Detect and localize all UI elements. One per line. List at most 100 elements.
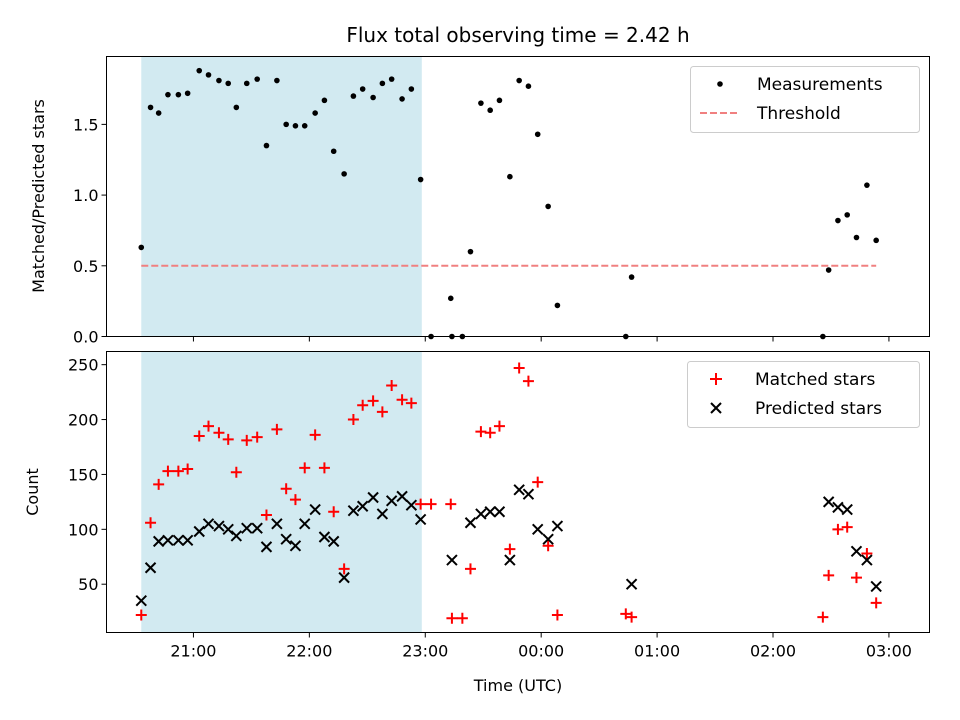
legend-marker-measurements <box>717 81 723 87</box>
predicted-stars-point <box>396 490 408 503</box>
matched-stars-point <box>289 494 301 506</box>
matched-stars-point <box>280 483 292 495</box>
matched-stars-point <box>870 597 882 609</box>
measurements-point <box>359 86 366 92</box>
matched-stars-point <box>626 611 638 623</box>
matched-stars-point <box>841 521 853 533</box>
measurements-point <box>408 86 415 92</box>
matched-stars-point <box>493 420 505 432</box>
matched-stars-point <box>484 427 496 439</box>
predicted-stars-point <box>832 501 844 514</box>
matched-stars-point <box>299 462 311 474</box>
matched-stars-point <box>513 362 525 374</box>
measurements-point <box>478 100 484 106</box>
top-panel: 0.0 0.5 1.0 1.5 Matched/Predicted stars Mea… <box>29 56 930 347</box>
measurements-point <box>844 212 850 218</box>
predicted-stars-point <box>356 500 369 512</box>
bottom-legend-box <box>687 361 920 428</box>
measurements-point <box>274 77 280 84</box>
matched-stars-point <box>213 427 225 439</box>
measurements-point <box>399 96 405 102</box>
measurements-point <box>263 142 270 149</box>
bottom-x-tick-label: 03:00 <box>866 642 912 661</box>
bottom-y-axis-label: Count <box>23 468 42 516</box>
measurements-point <box>417 176 424 183</box>
measurements-point <box>379 80 386 87</box>
measurements-point <box>525 83 532 89</box>
matched-stars-point <box>222 433 234 445</box>
matched-stars-point <box>271 423 283 435</box>
predicted-stars-point <box>280 533 292 545</box>
legend-label-predicted: Predicted stars <box>755 399 882 419</box>
matched-stars-point <box>162 465 174 477</box>
bottom-x-tick-label: 23:00 <box>402 642 448 661</box>
measurements-point <box>864 182 870 188</box>
matched-stars-point <box>145 517 157 529</box>
x-axis-label: Time (UTC) <box>473 676 562 695</box>
top-y-axis-label: Matched/Predicted stars <box>29 99 48 293</box>
matched-stars-point <box>817 611 829 623</box>
bottom-y-tick-label: 250 <box>68 356 99 375</box>
legend-label-measurements: Measurements <box>757 75 883 95</box>
matched-stars-point <box>347 414 359 426</box>
matched-stars-point <box>241 434 253 446</box>
predicted-stars-point <box>870 580 882 593</box>
predicted-stars-point <box>464 517 477 529</box>
predicted-stars-point <box>144 562 157 574</box>
measurements-point <box>853 234 860 241</box>
matched-stars-point <box>203 420 215 432</box>
predicted-stars-point <box>522 488 535 500</box>
measurements-point <box>554 302 561 309</box>
predicted-stars-point <box>202 518 215 530</box>
measurements-point <box>155 110 162 116</box>
matched-stars-point <box>620 608 632 620</box>
matched-stars-point <box>832 523 844 535</box>
matched-stars-point <box>230 466 242 478</box>
measurements-point <box>370 94 376 101</box>
measurements-point <box>175 91 182 98</box>
measurements-point <box>350 93 357 99</box>
measurements-point <box>330 148 337 155</box>
predicted-stars-point <box>841 503 853 516</box>
top-shaded-span <box>141 56 422 337</box>
measurements-point <box>283 121 289 128</box>
predicted-stars-point <box>271 518 283 530</box>
matched-stars-point <box>153 478 165 490</box>
matched-stars-point <box>182 463 194 475</box>
predicted-stars-point <box>222 523 234 536</box>
measurements-point <box>165 91 171 98</box>
bottom-legend: Matched stars Predicted stars <box>687 361 920 428</box>
predicted-stars-point <box>367 491 379 504</box>
matched-stars-point <box>532 476 544 488</box>
predicted-stars-point <box>193 525 205 538</box>
predicted-stars-point <box>405 499 418 511</box>
measurements-point <box>184 90 191 97</box>
top-y-tick-label: 1.0 <box>73 186 98 205</box>
matched-stars-point <box>338 563 350 575</box>
top-legend: Measurements Threshold <box>690 66 920 133</box>
matched-stars-point <box>251 431 263 443</box>
bottom-y-tick-label: 150 <box>68 465 99 484</box>
matched-stars-point <box>193 430 205 442</box>
top-y-tick-label: 0.0 <box>73 328 98 347</box>
predicted-stars-point <box>230 530 243 542</box>
measurements-point <box>138 244 145 251</box>
top-plot-frame <box>106 56 930 337</box>
predicted-stars-point <box>822 496 835 508</box>
top-y-tick-label: 1.5 <box>73 115 98 134</box>
matched-stars-point <box>328 506 340 518</box>
matched-stars-point <box>823 569 835 581</box>
predicted-stars-point <box>260 541 273 553</box>
measurements-point <box>467 248 474 255</box>
predicted-stars-point <box>152 535 165 548</box>
matched-stars-point <box>396 394 408 406</box>
measurements-point <box>487 107 493 114</box>
predicted-stars-point <box>513 484 525 496</box>
measurements-point <box>835 217 841 224</box>
top-y-tick-label: 0.5 <box>73 257 98 276</box>
predicted-stars-point <box>338 571 350 584</box>
predicted-stars-point <box>318 531 331 543</box>
predicted-stars-point <box>299 518 311 530</box>
matched-stars-point <box>425 498 437 510</box>
